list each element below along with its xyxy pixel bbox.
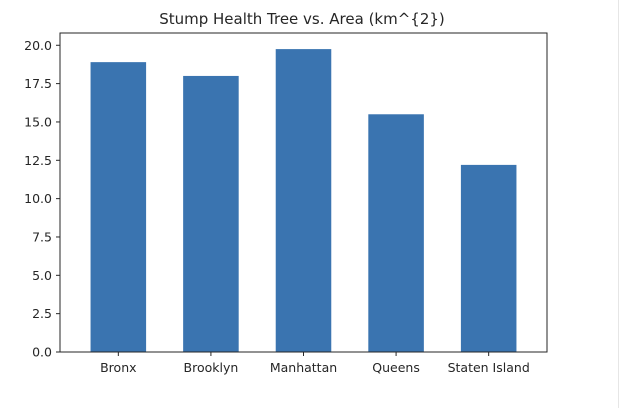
x-tick-label: Manhattan [270,360,337,375]
y-tick-label: 10.0 [24,191,52,206]
x-tick-label: Bronx [100,360,136,375]
bar-queens [368,114,424,352]
y-tick-label: 7.5 [32,229,52,244]
y-tick-label: 0.0 [32,345,52,360]
y-tick-label: 15.0 [24,114,52,129]
chart-title: Stump Health Tree vs. Area (km^{2}) [159,10,445,28]
y-tick-label: 5.0 [32,268,52,283]
y-tick-label: 12.5 [24,153,52,168]
bars-group [90,49,517,352]
bar-staten-island [460,164,517,352]
x-tick-label: Queens [372,360,420,375]
y-axis: 0.0 2.5 5.0 7.5 10.0 12.5 15.0 17.5 20.0 [24,38,60,360]
y-tick-label: 20.0 [24,38,52,53]
x-tick-label: Brooklyn [184,360,239,375]
plot-frame [59,32,548,353]
bar-manhattan [275,49,332,352]
x-axis: Bronx Brooklyn Manhattan Queens Staten Islan… [100,352,530,375]
y-tick-label: 2.5 [32,306,52,321]
x-tick-label: Staten Island [448,360,530,375]
bar-brooklyn [183,75,239,352]
y-tick-label: 17.5 [24,76,52,91]
panel-divider [618,0,619,408]
bar-bronx [90,62,147,352]
